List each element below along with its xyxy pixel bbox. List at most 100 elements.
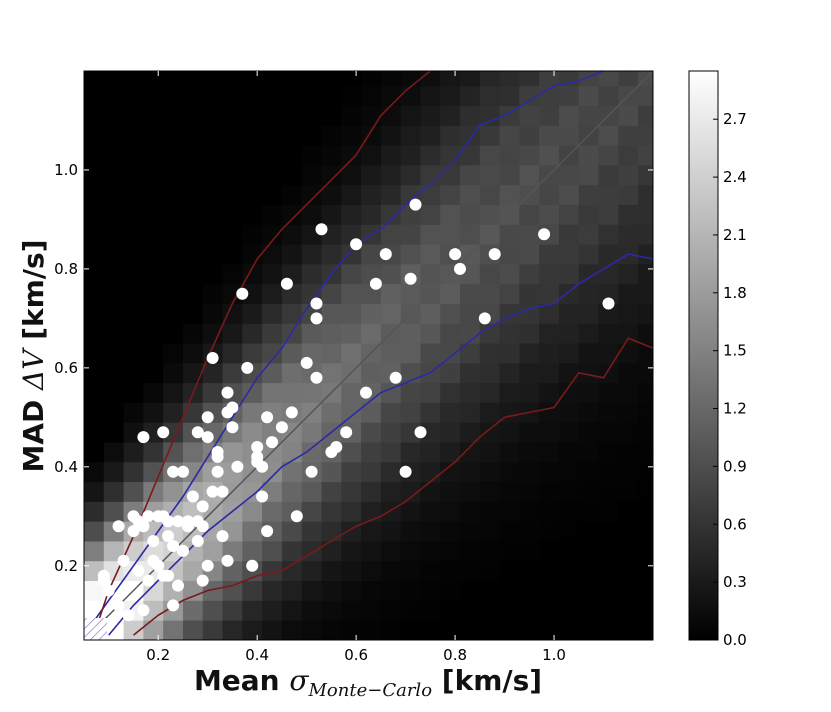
heatmap-cell — [618, 600, 639, 621]
heatmap-cell — [400, 442, 421, 463]
heatmap-cell — [638, 402, 653, 423]
heatmap-cell — [361, 521, 382, 542]
heatmap-cell — [222, 263, 243, 285]
scatter-point — [399, 465, 412, 478]
heatmap-cell — [242, 343, 263, 364]
heatmap-cell — [242, 263, 263, 285]
scatter-point — [261, 525, 274, 538]
heatmap-cell — [281, 244, 303, 265]
heatmap-cell — [103, 105, 124, 126]
heatmap-cell — [361, 600, 382, 621]
heatmap-cell — [440, 541, 461, 562]
heatmap-cell — [222, 323, 243, 344]
heatmap-cell — [262, 105, 283, 126]
heatmap-cell — [440, 303, 461, 324]
heatmap-cell — [618, 541, 639, 562]
heatmap-cell — [242, 303, 263, 324]
heatmap-cell — [519, 244, 540, 265]
heatmap-cell — [84, 481, 105, 502]
colorbar-tick-label: 0.9 — [723, 457, 747, 475]
heatmap-cell — [618, 481, 639, 502]
heatmap-cell — [460, 620, 481, 640]
heatmap-cell — [539, 541, 560, 562]
heatmap-cell — [499, 620, 520, 640]
heatmap-cell — [380, 204, 402, 225]
heatmap-cell — [618, 402, 639, 423]
heatmap-cell — [182, 442, 204, 463]
heatmap-cell — [341, 501, 362, 522]
heatmap-cell — [143, 105, 164, 126]
heatmap-cell — [202, 323, 223, 344]
heatmap-cell — [618, 382, 639, 403]
heatmap-cell — [84, 382, 105, 403]
heatmap-cell — [499, 263, 520, 285]
heatmap-cell — [519, 224, 540, 245]
heatmap-cell — [242, 105, 263, 126]
heatmap-cell — [301, 263, 322, 285]
heatmap-cell — [578, 442, 599, 463]
x-axis: 0.2 0.4 0.6 0.8 1.0 — [146, 71, 566, 664]
heatmap-cell — [598, 224, 619, 245]
heatmap-cell — [143, 283, 164, 304]
heatmap-cell — [539, 184, 560, 205]
heatmap-cell — [539, 620, 560, 640]
heatmap-cell — [123, 244, 144, 265]
heatmap-cell — [499, 343, 520, 364]
heatmap-cell — [479, 343, 501, 364]
heatmap-cell — [420, 165, 441, 186]
heatmap-cell — [380, 145, 402, 166]
heatmap-cell — [558, 560, 580, 582]
heatmap-cell — [361, 541, 382, 562]
heatmap-cell — [598, 184, 619, 205]
scatter-point — [112, 599, 125, 612]
heatmap-cell — [598, 323, 619, 344]
heatmap-cell — [598, 71, 619, 87]
scatter-point — [414, 426, 427, 439]
heatmap-cell — [242, 541, 263, 562]
heatmap-cell — [103, 263, 124, 285]
heatmap-cell — [143, 204, 164, 225]
heatmap-cell — [103, 382, 124, 403]
heatmap-cell — [440, 600, 461, 621]
heatmap-cell — [578, 620, 599, 640]
heatmap-cell — [440, 422, 461, 443]
heatmap-cell — [400, 145, 421, 166]
heatmap-cell — [341, 442, 362, 463]
scatter-point — [330, 441, 343, 453]
heatmap-cell — [539, 303, 560, 324]
heatmap-cell — [103, 442, 124, 463]
heatmap-cell — [163, 105, 184, 126]
heatmap-cell — [519, 422, 540, 443]
heatmap-cell — [578, 244, 599, 265]
scatter-point — [206, 352, 219, 364]
x-axis-title-prefix: Mean — [194, 664, 289, 697]
heatmap-cell — [400, 343, 421, 364]
heatmap-cell — [143, 362, 164, 384]
heatmap-cell — [123, 362, 144, 384]
heatmap-cell — [460, 343, 481, 364]
heatmap-cell — [380, 560, 402, 582]
heatmap-cell — [163, 263, 184, 285]
heatmap-cell — [380, 382, 402, 403]
heatmap-cell — [578, 165, 599, 186]
heatmap-cell — [281, 461, 303, 483]
heatmap-cell — [618, 620, 639, 640]
heatmap-cell — [460, 85, 481, 107]
heatmap-cell — [123, 323, 144, 344]
heatmap-cell — [380, 461, 402, 483]
contour-line-1 — [84, 71, 653, 636]
heatmap-cell — [578, 600, 599, 621]
scatter-point — [256, 490, 269, 503]
heatmap-cell — [558, 323, 580, 344]
heatmap-cell — [163, 145, 184, 166]
heatmap-cell — [558, 461, 580, 483]
heatmap-cell — [519, 521, 540, 542]
scatter-point — [211, 450, 224, 463]
heatmap-cell — [301, 560, 322, 582]
heatmap-cell — [638, 105, 653, 126]
heatmap-cell — [638, 85, 653, 107]
heatmap-cell — [519, 71, 540, 87]
heatmap-cell — [163, 204, 184, 225]
heatmap-cell — [202, 620, 223, 640]
heatmap-cell — [123, 442, 144, 463]
